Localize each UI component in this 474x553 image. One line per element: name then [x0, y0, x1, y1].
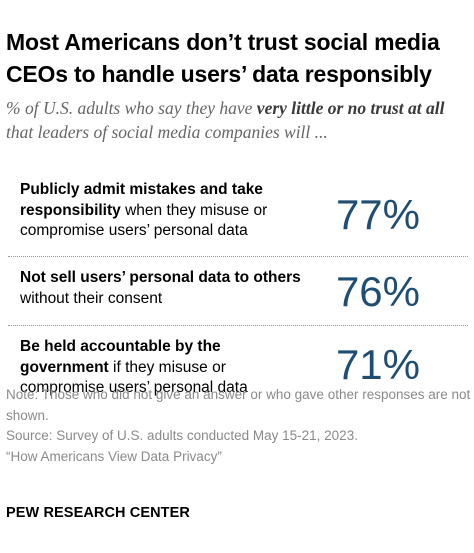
- row-value: 77%: [335, 191, 420, 238]
- report-title: “How Americans View Data Privacy”: [6, 448, 222, 464]
- note-text: Note: Those who did not give an answer o…: [6, 387, 471, 423]
- chart-subtitle: % of U.S. adults who say they have very …: [6, 96, 468, 144]
- subtitle-emphasis: very little or no trust at all: [256, 98, 445, 118]
- row-label-rest: when they misuse or compromise users’ pe…: [20, 201, 268, 240]
- row-label-bold: Publicly admit mistakes and take respons…: [20, 181, 263, 219]
- row-divider: [8, 256, 468, 257]
- row-label-rest: if they misuse or compromise users’ pers…: [20, 358, 248, 397]
- subtitle-prefix: % of U.S. adults who say they have: [6, 98, 257, 118]
- row-label-bold: Not sell users’ personal data to others: [20, 269, 301, 286]
- row-label: Not sell users’ personal data to others …: [20, 268, 310, 309]
- row-divider: [8, 325, 468, 326]
- row-label-bold: Be held accountable by the government: [20, 338, 221, 376]
- row-label-rest: without their consent: [20, 289, 163, 307]
- chart-notes: Note: Those who did not give an answer o…: [6, 385, 472, 467]
- source-text: Source: Survey of U.S. adults conducted …: [6, 428, 358, 443]
- row-value: 71%: [335, 341, 420, 388]
- subtitle-suffix: that leaders of social media companies w…: [6, 122, 328, 142]
- row-value: 76%: [335, 268, 420, 315]
- row-label: Publicly admit mistakes and take respons…: [20, 180, 310, 242]
- pew-logo: PEW RESEARCH CENTER: [6, 505, 190, 521]
- row-label: Be held accountable by the government if…: [20, 337, 310, 399]
- chart-title: Most Americans don’t trust social media …: [6, 29, 440, 87]
